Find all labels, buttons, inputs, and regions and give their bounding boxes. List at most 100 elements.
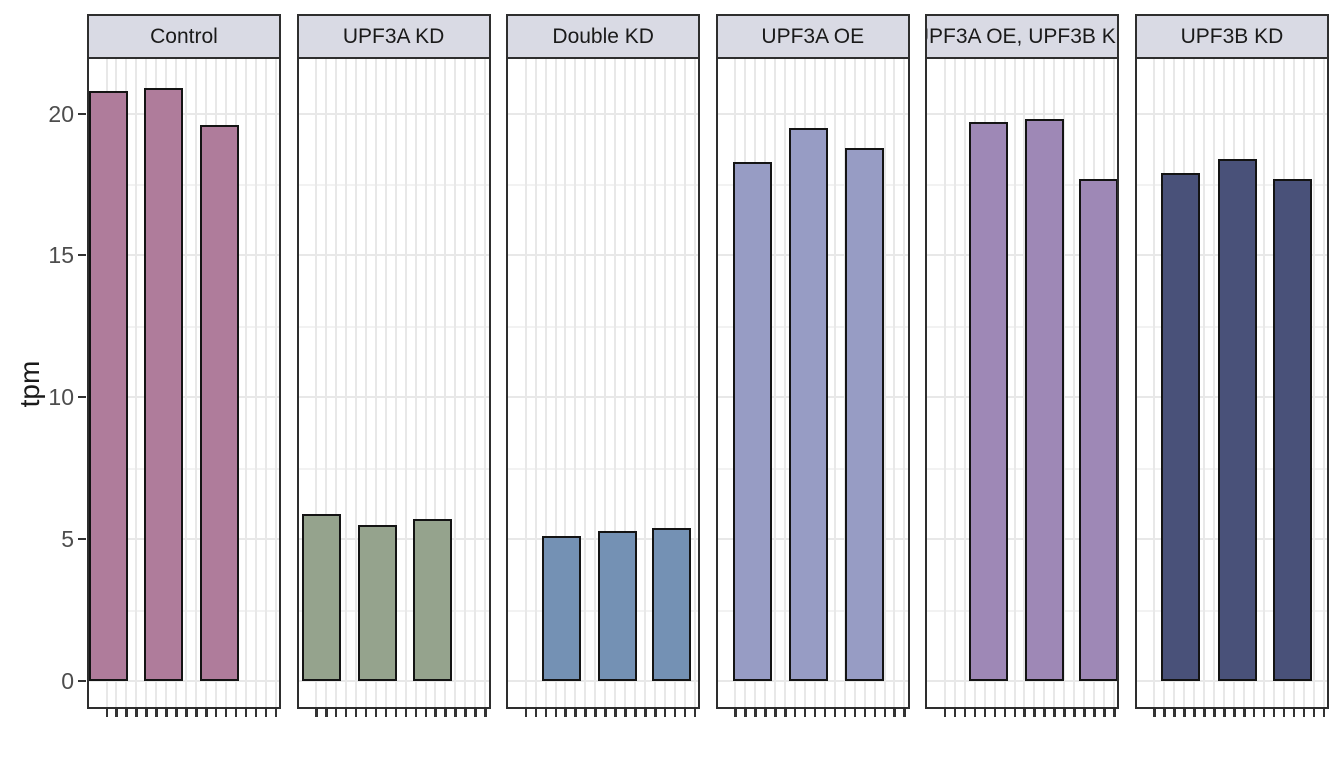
gridline-x bbox=[394, 59, 397, 707]
x-tick bbox=[1233, 709, 1236, 717]
x-tick bbox=[1033, 709, 1036, 717]
gridline-x bbox=[604, 59, 607, 707]
facet-panel: Double KD bbox=[506, 14, 701, 717]
facet-panel: UPF3B KD bbox=[1134, 14, 1329, 717]
facet-plot-area bbox=[296, 59, 491, 709]
bar bbox=[969, 122, 1009, 681]
gridline-y-major bbox=[89, 538, 279, 541]
x-tick bbox=[1302, 709, 1306, 717]
x-tick bbox=[1272, 709, 1276, 717]
gridline-y-minor bbox=[927, 468, 1118, 470]
x-tick bbox=[394, 709, 398, 717]
x-tick bbox=[384, 709, 388, 717]
x-tick bbox=[404, 709, 408, 717]
x-tick bbox=[1153, 709, 1156, 717]
facet-strip: UPF3B KD bbox=[1134, 14, 1329, 59]
gridline-x bbox=[374, 59, 377, 707]
bar bbox=[1217, 158, 1257, 681]
gridline-x bbox=[414, 59, 417, 707]
x-tick bbox=[125, 709, 128, 717]
x-tick bbox=[374, 709, 378, 717]
x-tick bbox=[953, 709, 957, 717]
x-tick bbox=[1252, 709, 1256, 717]
x-tick bbox=[584, 709, 587, 717]
gridline-x bbox=[334, 59, 337, 707]
x-tick bbox=[683, 709, 687, 717]
gridline-y-major bbox=[298, 396, 489, 399]
gridline-y-major bbox=[508, 112, 699, 115]
x-tick bbox=[115, 709, 118, 717]
x-tick bbox=[1083, 709, 1086, 717]
gridline-x bbox=[943, 59, 946, 707]
x-tick bbox=[234, 709, 238, 717]
x-tick bbox=[155, 709, 158, 717]
gridline-x bbox=[384, 59, 387, 707]
gridline-y-major bbox=[298, 112, 489, 115]
facet-strip-label: UPF3B KD bbox=[1180, 24, 1284, 48]
x-tick bbox=[264, 709, 268, 717]
gridline-y-major bbox=[927, 538, 1118, 541]
gridline-x bbox=[893, 59, 896, 707]
gridline-x bbox=[474, 59, 477, 707]
gridline-x bbox=[434, 59, 437, 707]
gridline-x bbox=[774, 59, 777, 707]
gridline-x bbox=[963, 59, 966, 707]
facet-strip: Double KD bbox=[506, 14, 701, 59]
gridline-y-minor bbox=[298, 184, 489, 186]
x-tick bbox=[224, 709, 228, 717]
gridline-x bbox=[784, 59, 787, 707]
x-tick bbox=[594, 709, 597, 717]
facet-plot-area bbox=[506, 59, 701, 709]
x-tick bbox=[634, 709, 637, 717]
x-tick bbox=[524, 709, 528, 717]
x-tick bbox=[1043, 709, 1046, 717]
gridline-x bbox=[354, 59, 357, 707]
gridline-y-major bbox=[89, 680, 279, 682]
gridline-x bbox=[594, 59, 597, 707]
facet-plot-area bbox=[1134, 59, 1329, 709]
bar bbox=[1160, 173, 1200, 681]
x-tick bbox=[823, 709, 827, 717]
gridline-y-minor bbox=[927, 184, 1118, 186]
x-tick bbox=[734, 709, 737, 717]
x-tick bbox=[1183, 709, 1186, 717]
gridline-y-major bbox=[1136, 112, 1327, 115]
gridline-x bbox=[404, 59, 407, 707]
gridline-y-minor bbox=[89, 184, 279, 186]
x-tick bbox=[883, 709, 887, 717]
x-tick bbox=[1223, 709, 1226, 717]
gridline-x bbox=[274, 59, 277, 707]
gridline-x bbox=[534, 59, 537, 707]
x-tick bbox=[1063, 709, 1066, 717]
gridline-x bbox=[195, 59, 198, 707]
gridline-x bbox=[693, 59, 696, 707]
x-tick bbox=[205, 709, 208, 717]
gridline-y-major bbox=[927, 112, 1118, 115]
gridline-x bbox=[673, 59, 676, 707]
gridline-x bbox=[1153, 59, 1156, 707]
gridline-x bbox=[1073, 59, 1076, 707]
gridline-x bbox=[524, 59, 527, 707]
gridline-x bbox=[634, 59, 637, 707]
x-tick bbox=[673, 709, 677, 717]
gridline-x bbox=[315, 59, 318, 707]
x-tick bbox=[254, 709, 258, 717]
gridline-y-minor bbox=[508, 468, 699, 470]
gridline-x bbox=[424, 59, 427, 707]
x-tick bbox=[544, 709, 548, 717]
gridline-y-major bbox=[508, 680, 699, 682]
gridline-x bbox=[554, 59, 557, 707]
y-tick-mark bbox=[78, 538, 86, 541]
x-tick bbox=[973, 709, 977, 717]
gridline-x bbox=[564, 59, 567, 707]
x-tick bbox=[1282, 709, 1286, 717]
gridline-x bbox=[254, 59, 257, 707]
x-tick bbox=[943, 709, 947, 717]
x-tick bbox=[963, 709, 967, 717]
x-tick bbox=[434, 709, 437, 717]
gridline-y-major bbox=[298, 254, 489, 257]
x-tick bbox=[744, 709, 747, 717]
gridline-x bbox=[584, 59, 587, 707]
x-tick bbox=[165, 709, 168, 717]
gridline-x bbox=[264, 59, 267, 707]
